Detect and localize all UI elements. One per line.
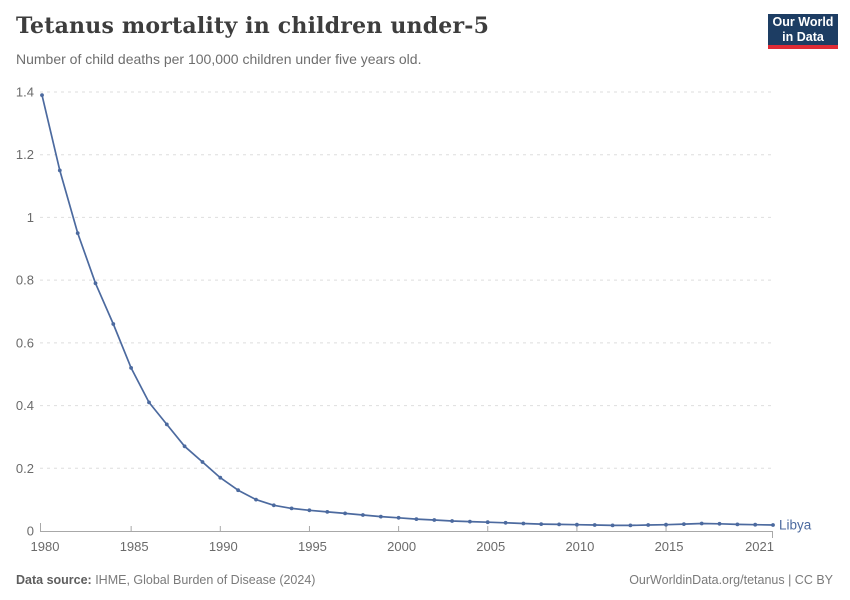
logo-line-1: Our World [772, 14, 834, 29]
data-point [93, 281, 98, 286]
data-point [396, 515, 401, 520]
data-point [129, 366, 134, 370]
page-title: Tetanus mortality in children under-5 [16, 13, 490, 39]
data-point [343, 511, 347, 516]
data-source: Data source: IHME, Global Burden of Dise… [16, 573, 315, 587]
data-point [414, 517, 419, 521]
y-tick-label: 1.2 [16, 147, 34, 162]
data-point [646, 523, 651, 527]
data-point [699, 521, 704, 526]
data-point [753, 522, 758, 527]
data-point [521, 521, 526, 526]
series-label: Libya [779, 518, 812, 533]
x-tick-label: 2005 [476, 539, 505, 554]
data-point [111, 322, 116, 326]
data-point [432, 518, 437, 522]
logo-line-2: in Data [782, 29, 824, 44]
data-point [307, 508, 312, 513]
x-tick-label: 1985 [120, 539, 149, 554]
data-point [254, 497, 258, 502]
data-point [218, 475, 223, 480]
data-source-label: Data source: [16, 573, 92, 587]
data-point [468, 519, 472, 524]
data-point [539, 522, 544, 526]
data-point [289, 506, 294, 511]
data-point [610, 523, 615, 528]
x-tick-label: 2021 [745, 539, 774, 554]
data-point [503, 520, 508, 525]
data-point [40, 93, 44, 97]
y-tick-label: 0.4 [16, 398, 34, 413]
x-tick-label: 2000 [387, 539, 416, 554]
data-source-text: IHME, Global Burden of Disease (2024) [91, 573, 316, 587]
data-point [557, 522, 561, 527]
y-tick-label: 1.4 [16, 85, 34, 100]
y-tick-label: 0.6 [16, 335, 34, 350]
x-tick-label: 2015 [655, 539, 684, 554]
data-point [592, 523, 597, 527]
data-point [664, 522, 668, 527]
data-point [771, 523, 775, 527]
y-tick-label: 0 [27, 524, 34, 539]
chart-subtitle: Number of child deaths per 100,000 child… [16, 51, 422, 67]
data-point [485, 520, 490, 525]
data-point [200, 460, 205, 464]
x-tick-label: 1980 [31, 539, 60, 554]
data-point [147, 400, 151, 405]
y-tick-label: 0.8 [16, 273, 34, 288]
data-point [717, 521, 722, 526]
data-point [682, 522, 686, 526]
x-tick-label: 1990 [209, 539, 238, 554]
y-tick-label: 1 [27, 210, 34, 225]
data-point [75, 231, 80, 236]
data-point [325, 510, 330, 514]
data-point [361, 513, 365, 517]
trend-line [41, 94, 774, 527]
x-tick-label: 2010 [565, 539, 594, 554]
data-point [182, 444, 187, 449]
y-tick-label: 0.2 [16, 461, 34, 476]
data-point [575, 522, 579, 527]
footer-link[interactable]: OurWorldinData.org/tetanus | CC BY [629, 573, 833, 587]
data-point [236, 488, 241, 493]
x-tick-label: 1995 [298, 539, 327, 554]
owid-logo[interactable]: Our World in Data [768, 14, 838, 49]
data-point [450, 519, 454, 523]
data-point [57, 168, 62, 173]
data-point [378, 514, 383, 519]
data-point [271, 503, 276, 508]
data-point [628, 523, 633, 528]
data-point [735, 522, 740, 527]
data-point [164, 422, 169, 427]
